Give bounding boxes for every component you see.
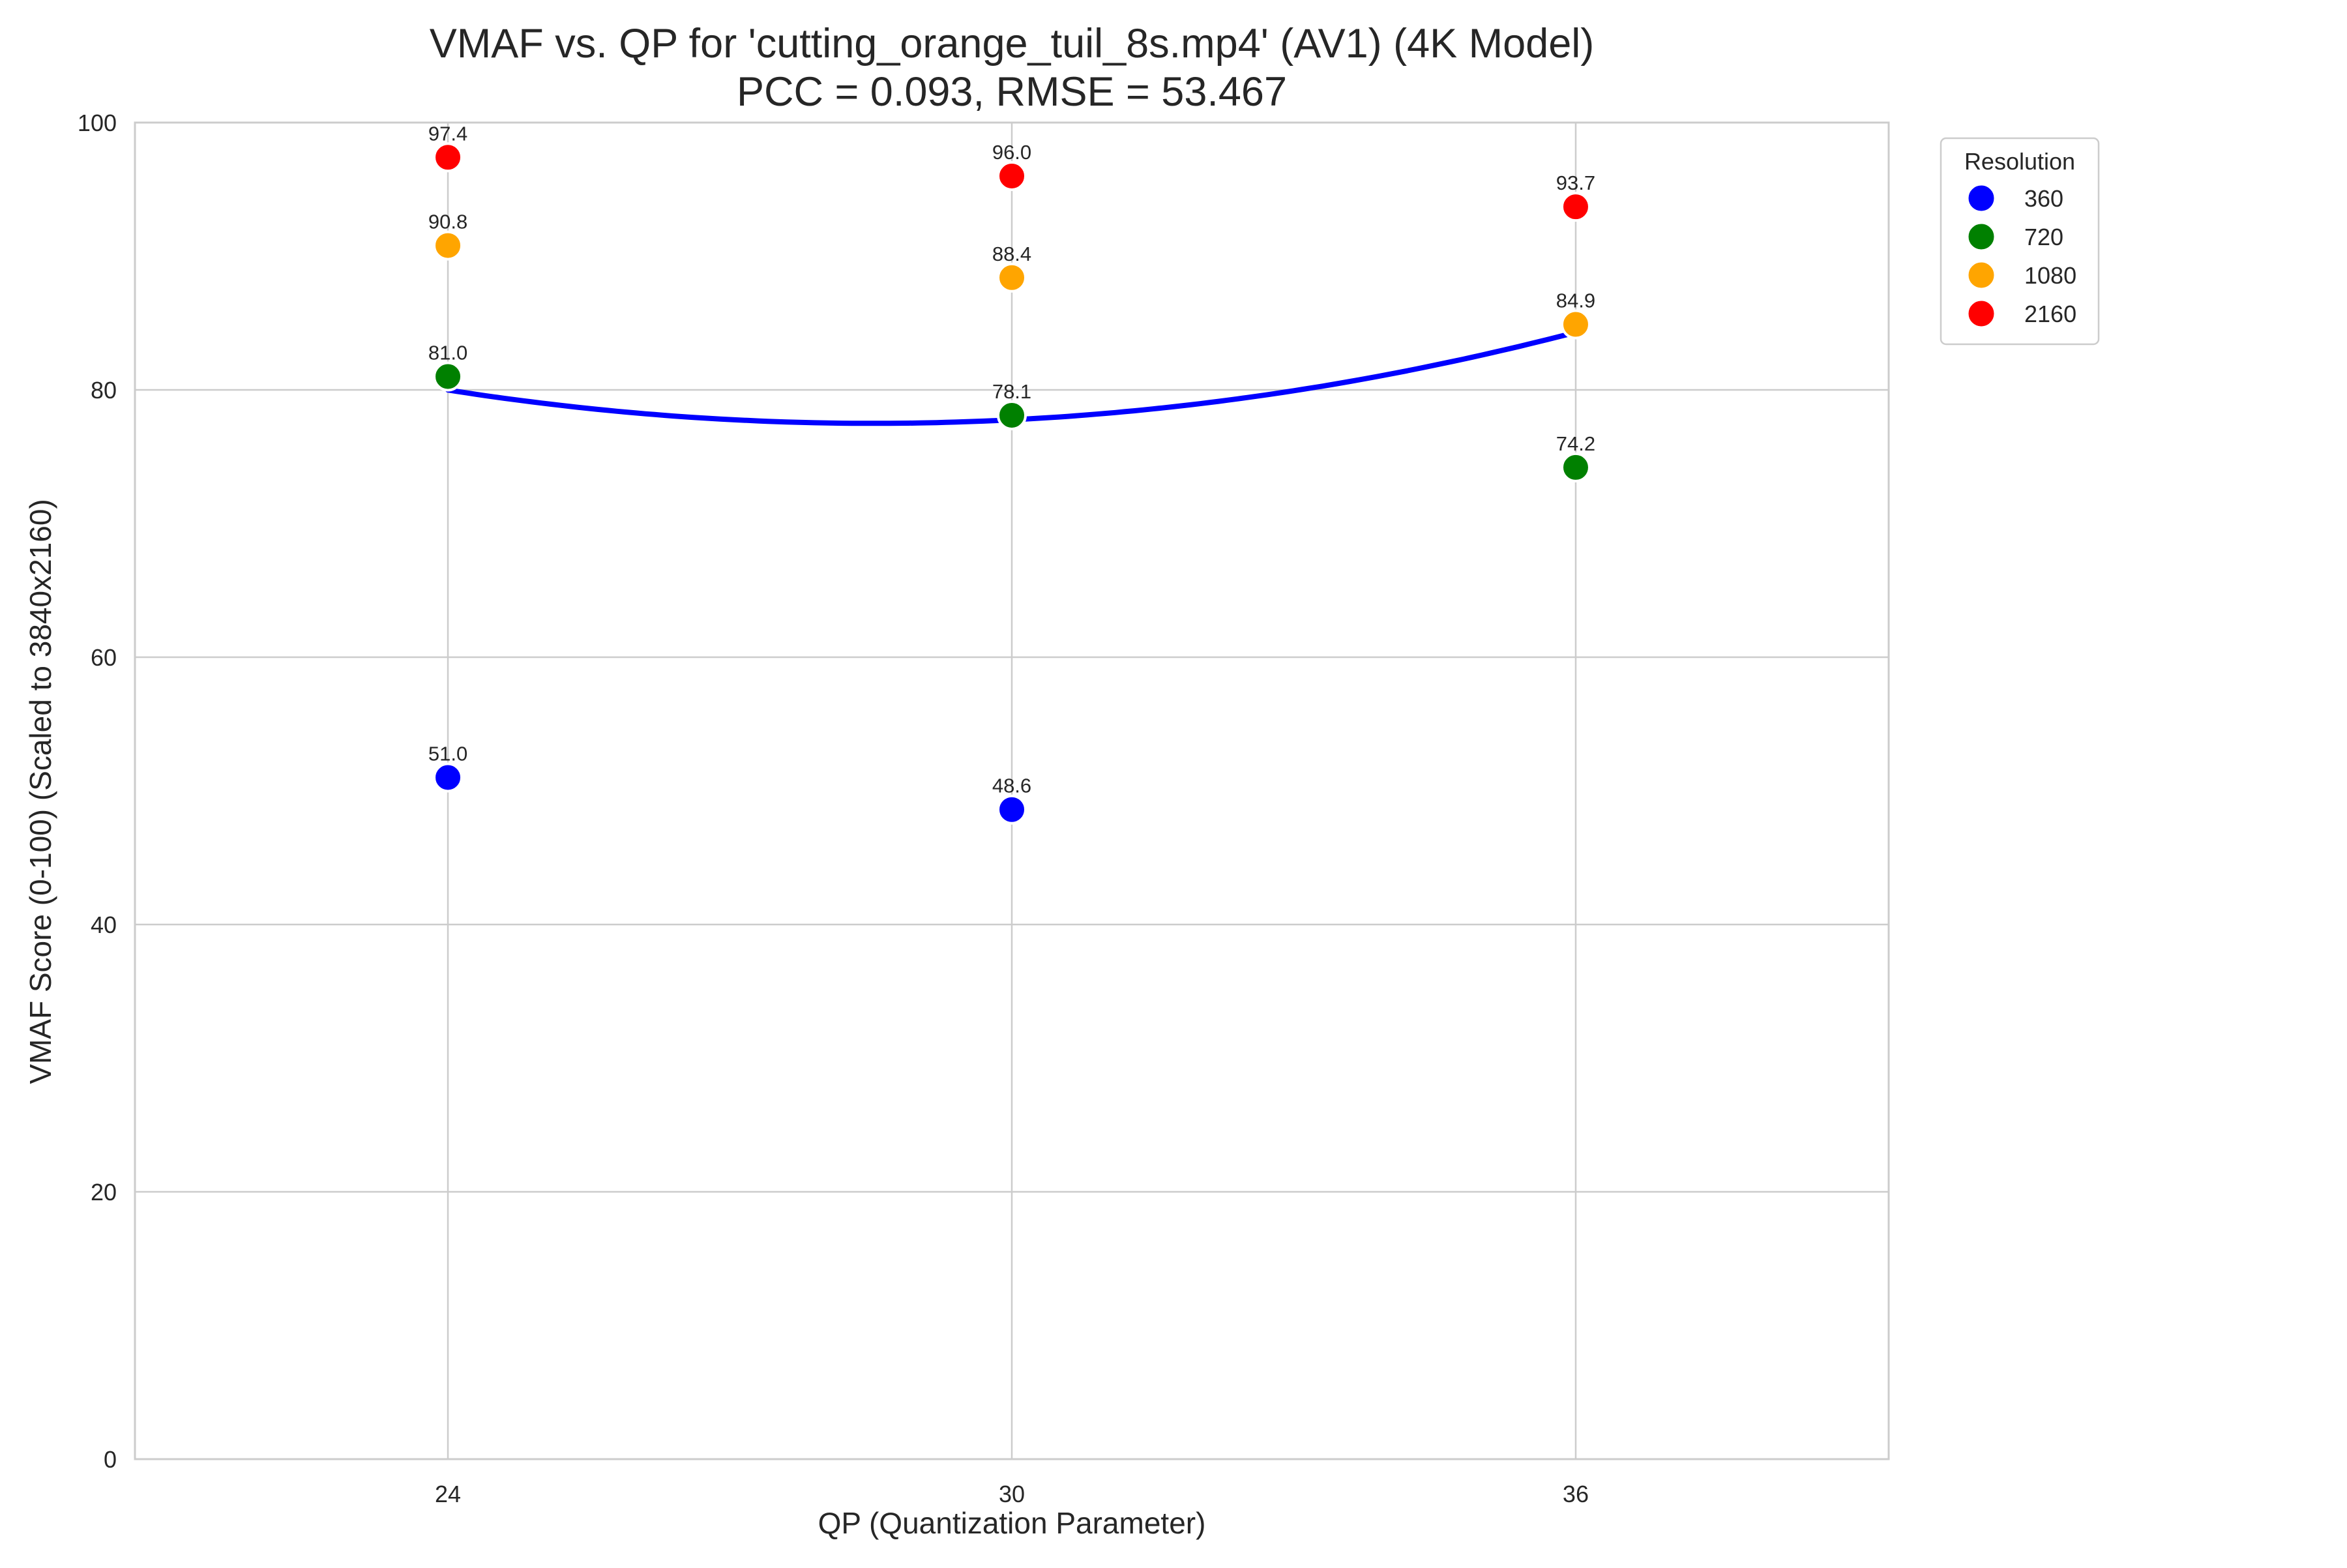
- legend-label-720: 720: [2024, 224, 2063, 250]
- data-label: 97.4: [428, 122, 467, 145]
- data-point-1080: [433, 230, 464, 261]
- legend-label-1080: 1080: [2024, 262, 2076, 289]
- data-point-2160: [1560, 192, 1591, 222]
- legend-label-2160: 2160: [2024, 301, 2076, 327]
- legend-marker-360: [1966, 183, 1996, 213]
- data-label: 51.0: [428, 743, 467, 765]
- legend: Resolution 360 720 1080 2160: [1940, 137, 2100, 346]
- chart-subtitle: PCC = 0.093, RMSE = 53.467: [737, 69, 1287, 115]
- data-label: 74.2: [1556, 432, 1595, 455]
- x-tick-label: 24: [435, 1481, 461, 1507]
- data-point-2160: [433, 142, 464, 173]
- chart-title: VMAF vs. QP for 'cutting_orange_tuil_8s.…: [430, 21, 1595, 67]
- legend-marker-2160: [1966, 299, 1996, 329]
- y-tick-label: 80: [91, 377, 117, 404]
- legend-title: Resolution: [1964, 148, 2075, 175]
- y-tick-label: 60: [91, 644, 117, 671]
- y-tick-label: 100: [78, 110, 117, 136]
- y-tick-label: 0: [104, 1446, 117, 1473]
- legend-label-360: 360: [2024, 185, 2063, 212]
- data-point-720: [1560, 452, 1591, 482]
- data-label: 84.9: [1556, 289, 1595, 312]
- y-tick-label: 20: [91, 1179, 117, 1206]
- data-label: 88.4: [992, 243, 1031, 265]
- data-point-2160: [997, 161, 1027, 191]
- data-point-360: [997, 794, 1027, 825]
- x-axis-label: QP (Quantization Parameter): [818, 1506, 1206, 1540]
- data-point-360: [433, 762, 464, 793]
- data-label: 48.6: [992, 775, 1031, 797]
- legend-marker-720: [1966, 222, 1996, 252]
- x-tick-label: 36: [1563, 1481, 1589, 1507]
- plot-frame: [134, 121, 1890, 1460]
- y-axis-label: VMAF Score (0-100) (Scaled to 3840x2160): [23, 499, 57, 1084]
- data-label: 90.8: [428, 211, 467, 233]
- data-point-1080: [997, 262, 1027, 293]
- data-label: 78.1: [992, 380, 1031, 403]
- data-labels-layer: 51.0 48.6 81.0 78.1 74.2 90.8 88.4 84.9 97.4 96.0…: [428, 122, 1595, 797]
- data-label: 93.7: [1556, 171, 1595, 194]
- data-point-1080: [1560, 309, 1591, 340]
- data-point-720: [433, 361, 464, 392]
- data-point-720: [997, 400, 1027, 430]
- data-label: 96.0: [992, 141, 1031, 164]
- points-layer: [433, 142, 1591, 825]
- axes-layer: 0 20 40 60 80 100 24 30 36: [78, 110, 1890, 1507]
- data-label: 81.0: [428, 342, 467, 364]
- legend-marker-1080: [1966, 260, 1996, 290]
- y-tick-label: 40: [91, 911, 117, 938]
- x-tick-label: 30: [999, 1481, 1025, 1507]
